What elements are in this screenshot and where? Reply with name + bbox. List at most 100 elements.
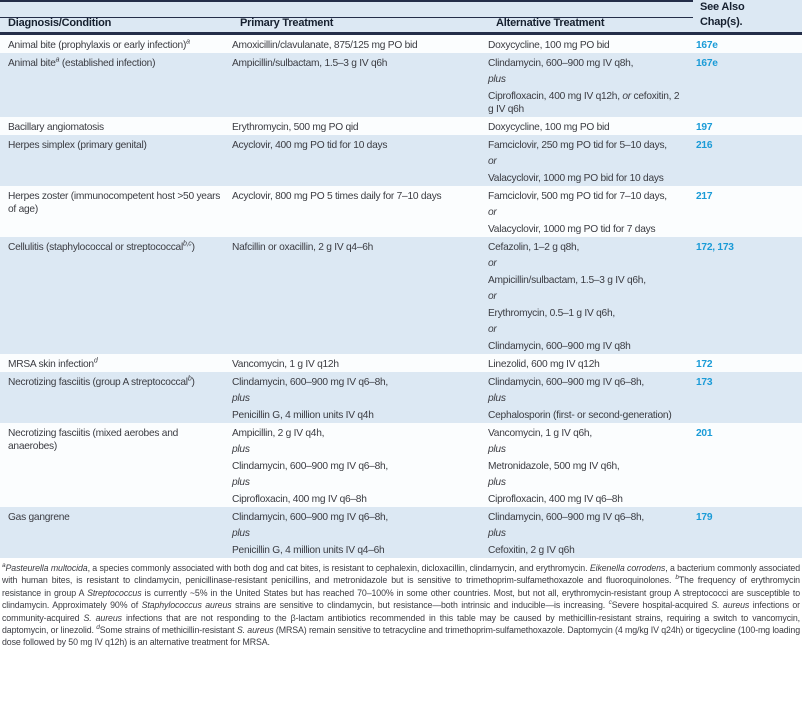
text-segment: Ciprofloxacin, 400 mg IV q12h, <box>488 90 623 102</box>
treatment-line: Acyclovir, 800 mg PO 5 times daily for 7… <box>232 190 482 203</box>
footnote-marker: a <box>55 56 60 64</box>
treatment-line: Vancomycin, 1 g IV q6h, <box>488 427 686 440</box>
header-primary-treatment: Primary Treatment <box>240 17 334 29</box>
text-segment: Vancomycin, 1 g IV q6h, <box>488 427 592 439</box>
diagnosis-cell: Necrotizing fasciitis (mixed aerobes and… <box>0 427 232 506</box>
chapter-link[interactable]: 217 <box>696 190 713 202</box>
treatment-line: Animal bitea (established infection) <box>8 56 228 70</box>
treatment-line: plus <box>488 476 686 489</box>
treatment-line: plus <box>488 73 686 86</box>
treatment-line: Doxycycline, 100 mg PO bid <box>488 39 686 52</box>
text-segment: strains are sensitive to clindamycin, bu… <box>231 600 609 611</box>
chapter-link[interactable]: 201 <box>696 427 713 439</box>
text-segment: Animal bite (prophylaxis or early infect… <box>8 39 187 51</box>
text-segment: is currently ~5% in the United States bu… <box>2 587 800 611</box>
footnote-marker: b <box>675 574 679 582</box>
table-row: Gas gangrene Clindamycin, 600–900 mg IV … <box>0 507 802 558</box>
text-segment: cefoxitin, 2 g IV q6h <box>488 90 680 115</box>
alternative-treatment-cell: Clindamycin, 600–900 mg IV q6–8h, plus Cep… <box>488 376 692 422</box>
alternative-treatment-cell: Clindamycin, 600–900 mg IV q8h, plus Cipro… <box>488 57 692 116</box>
treatment-line: or <box>488 257 686 270</box>
text-segment: Famciclovir, 500 mg PO tid for 7–10 days… <box>488 190 667 202</box>
chapter-link[interactable]: 172 <box>696 358 713 370</box>
text-segment: Linezolid, 600 mg IV q12h <box>488 358 600 370</box>
treatment-line: Metronidazole, 500 mg IV q6h, <box>488 460 686 473</box>
treatment-line: Ampicillin, 2 g IV q4h, <box>232 427 482 440</box>
text-segment: , a bacterium commonly associated with h… <box>2 563 801 586</box>
table-row: Necrotizing fasciitis (mixed aerobes and… <box>0 423 802 507</box>
table-row: Animal bitea (established infection) Amp… <box>0 53 802 117</box>
chapter-link[interactable]: 216 <box>696 139 713 151</box>
text-segment: Necrotizing fasciitis (mixed aerobes and… <box>8 427 179 452</box>
text-segment: Streptococcus <box>87 587 142 598</box>
primary-treatment-cell: Acyclovir, 800 mg PO 5 times daily for 7… <box>232 190 488 236</box>
alternative-treatment-cell: Doxycycline, 100 mg PO bid <box>488 39 692 52</box>
treatment-line: Linezolid, 600 mg IV q12h <box>488 358 686 371</box>
header-alternative-treatment: Alternative Treatment <box>496 17 605 29</box>
chapter-link[interactable]: 179 <box>696 511 713 523</box>
primary-treatment-cell: Clindamycin, 600–900 mg IV q6–8h, plus Pen… <box>232 511 488 557</box>
chapter-link[interactable]: 197 <box>696 121 713 133</box>
top-rule <box>0 0 693 2</box>
treatment-line: plus <box>488 443 686 456</box>
treatment-line: Penicillin G, 4 million units IV q4h <box>232 409 482 422</box>
diagnosis-cell: Animal bitea (established infection) <box>0 56 232 116</box>
treatment-line: Acyclovir, 400 mg PO tid for 10 days <box>232 139 482 152</box>
diagnosis-cell: Necrotizing fasciitis (group A streptoco… <box>0 375 232 422</box>
primary-treatment-cell: Clindamycin, 600–900 mg IV q6–8h, plus Pen… <box>232 376 488 422</box>
chapter-link[interactable]: 173 <box>696 376 713 388</box>
text-segment: Animal bite <box>8 57 56 69</box>
chapter-link[interactable]: 172, 173 <box>696 241 734 253</box>
footnote-marker: a <box>2 562 6 570</box>
header-see-also-line1: See Also <box>700 1 745 13</box>
alternative-treatment-cell: Famciclovir, 500 mg PO tid for 7–10 days… <box>488 190 692 236</box>
treatment-line: Ciprofloxacin, 400 mg IV q6–8h <box>232 493 482 506</box>
primary-treatment-cell: Ampicillin/sulbactam, 1.5–3 g IV q6h <box>232 57 488 116</box>
footnote-marker: a <box>186 38 190 46</box>
text-segment: or <box>488 324 497 335</box>
chapter-link[interactable]: 167e <box>696 39 718 51</box>
text-segment: Erythromycin, 500 mg PO qid <box>232 121 359 133</box>
treatment-line: Necrotizing fasciitis (mixed aerobes and… <box>8 427 228 453</box>
treatment-line: or <box>488 155 686 168</box>
text-segment: S. aureus <box>711 600 750 611</box>
text-segment: Clindamycin, 600–900 mg IV q6–8h, <box>232 460 388 472</box>
footnote-marker: b <box>187 375 192 383</box>
text-segment: Penicillin G, 4 million units IV q4h <box>232 409 374 421</box>
text-segment: Ciprofloxacin, 400 mg IV q6–8h <box>488 493 623 505</box>
text-segment: Bacillary angiomatosis <box>8 121 104 133</box>
header-diagnosis-condition: Diagnosis/Condition <box>8 17 112 29</box>
header-mid-rule <box>0 17 693 18</box>
treatment-line: Clindamycin, 600–900 mg IV q8h <box>488 340 686 353</box>
table-row: Necrotizing fasciitis (group A streptoco… <box>0 372 802 423</box>
table-row: Animal bite (prophylaxis or early infect… <box>0 35 802 53</box>
text-segment: Pasteurella multocida <box>5 563 88 573</box>
treatment-line: Cefoxitin, 2 g IV q6h <box>488 544 686 557</box>
text-segment: S. aureus <box>236 625 274 636</box>
treatment-line: plus <box>232 443 482 456</box>
table-header: Diagnosis/Condition Primary Treatment Al… <box>0 0 802 35</box>
table-row: Herpes zoster (immunocompetent host >50 … <box>0 186 802 237</box>
diagnosis-cell: Bacillary angiomatosis <box>0 121 232 134</box>
text-segment: plus <box>232 444 250 455</box>
see-also-chapter-cell: 172 <box>692 358 802 371</box>
text-segment: The frequency of erythromycin resistance… <box>2 575 800 598</box>
chapter-link[interactable]: 167e <box>696 57 718 69</box>
alternative-treatment-cell: Famciclovir, 250 mg PO tid for 5–10 days… <box>488 139 692 185</box>
text-segment: or <box>488 291 497 302</box>
table-row: Cellulitis (staphylococcal or streptococ… <box>0 237 802 354</box>
primary-treatment-cell: Acyclovir, 400 mg PO tid for 10 days <box>232 139 488 185</box>
treatment-line: Ciprofloxacin, 400 mg IV q6–8h <box>488 493 686 506</box>
text-segment: (MRSA) remain sensitive to tetracycline … <box>2 625 800 648</box>
text-segment: Clindamycin, 600–900 mg IV q8h <box>488 340 631 352</box>
text-segment: or <box>488 156 497 167</box>
text-segment: Amoxicillin/clavulanate, 875/125 mg PO b… <box>232 39 418 51</box>
alternative-treatment-cell: Linezolid, 600 mg IV q12h <box>488 358 692 371</box>
treatment-line: Valacyclovir, 1000 mg PO tid for 7 days <box>488 223 686 236</box>
see-also-chapter-cell: 167e <box>692 39 802 52</box>
text-segment: Cellulitis (staphylococcal or streptococ… <box>8 241 183 253</box>
treatment-line: Clindamycin, 600–900 mg IV q6–8h, <box>232 376 482 389</box>
see-also-chapter-cell: 201 <box>692 427 802 506</box>
treatment-line: Herpes simplex (primary genital) <box>8 139 228 152</box>
text-segment: infections or community-acquired <box>2 600 801 623</box>
